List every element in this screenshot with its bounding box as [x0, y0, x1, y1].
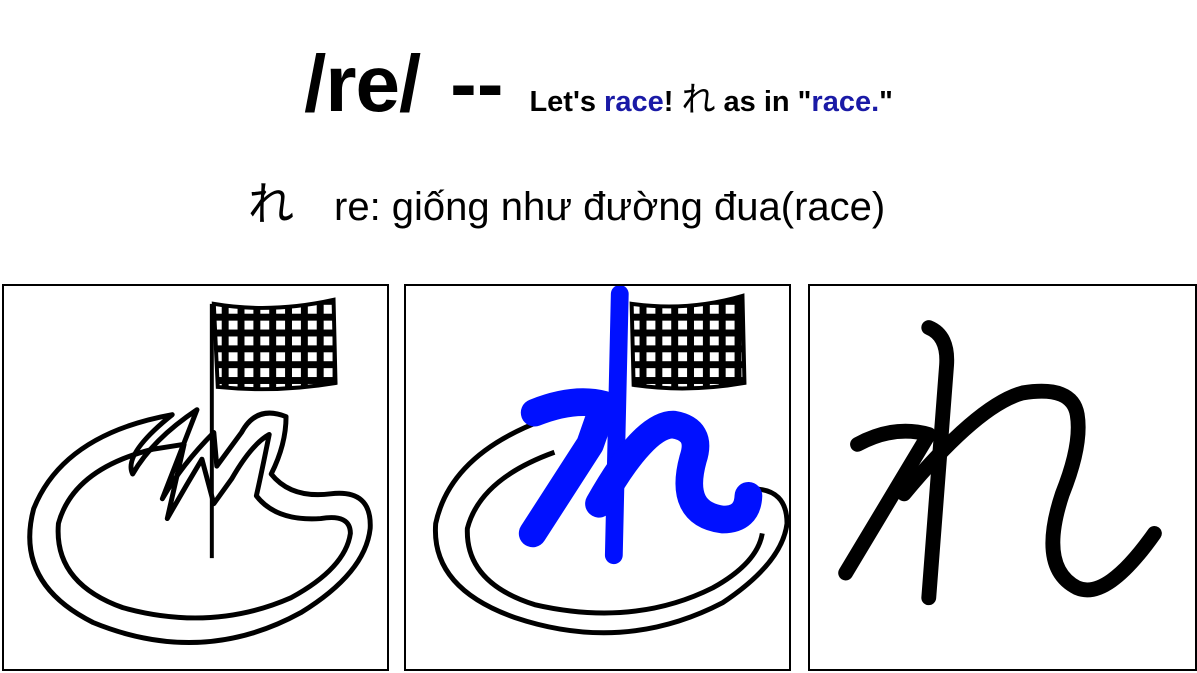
tagline-bang: ! [663, 86, 674, 118]
race-track-kana-overlay-icon [433, 286, 789, 636]
vietnamese-subtitle: れ re: giống như đường đua(race) [248, 168, 885, 234]
tagline-race-word: race [604, 86, 664, 118]
hiragana-re-icon [838, 320, 1162, 606]
romaji-label: /re/ [304, 39, 421, 128]
tagline-end: " [879, 86, 893, 118]
subtitle-kana: れ [248, 177, 294, 231]
subtitle-text: re: giống như đường đua(race) [334, 185, 886, 229]
mnemonic-drawing-panel [2, 284, 389, 671]
tagline-middle: as in " [715, 86, 812, 118]
mnemonic-overlay-panel [404, 284, 791, 671]
kana-character-panel [808, 284, 1197, 671]
page-title: /re/ -- Let's race! れ as in "race." [0, 38, 1197, 130]
tagline-prefix: Let's [529, 86, 605, 118]
mnemonic-tagline: Let's race! れ as in "race." [529, 80, 893, 120]
title-dash: -- [450, 39, 504, 128]
tagline-race-word-2: race. [811, 86, 880, 118]
tagline-kana: れ [681, 80, 716, 120]
race-track-flag-icon [27, 297, 373, 645]
